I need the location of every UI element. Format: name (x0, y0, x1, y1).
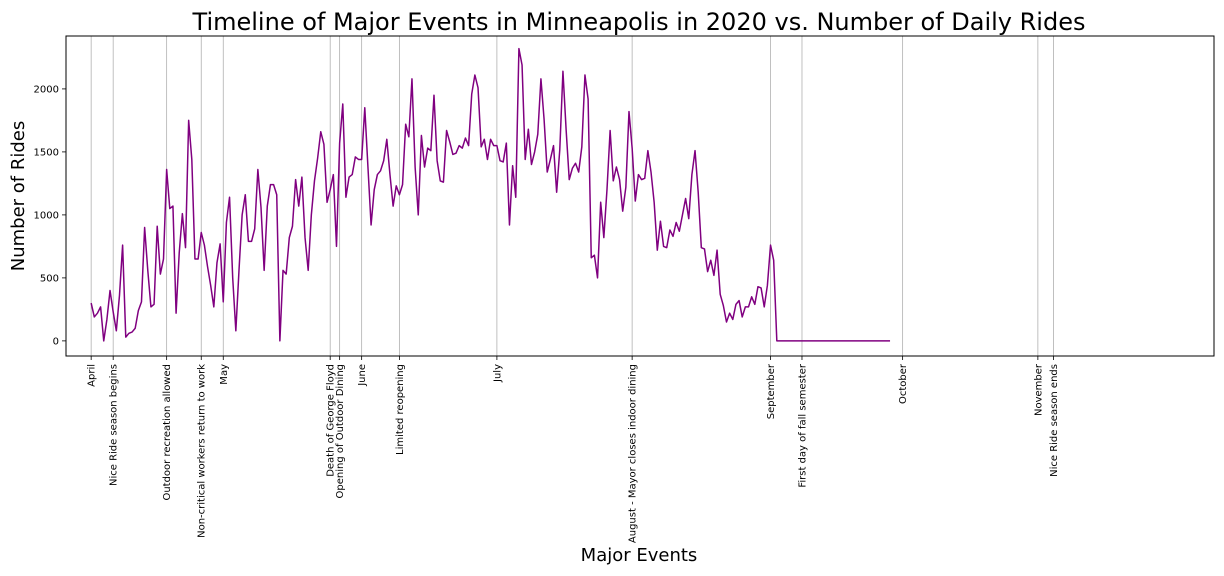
event-gridlines (90, 36, 1054, 356)
event-labels: April Nice Ride season begins Outdoor recr… (87, 356, 1060, 543)
x-axis-label: Major Events (581, 545, 698, 566)
event-label: August - Mayor closes indoor dining (628, 364, 639, 543)
daily-rides-line (90, 47, 891, 342)
event-label: Non-critical workers return to work (197, 364, 208, 538)
y-axis-label: Number of Rides (8, 121, 29, 272)
plot-frame (65, 35, 1215, 357)
event-label: April (87, 364, 98, 387)
event-label: First day of fall semester (797, 363, 808, 488)
y-tick-label: 1500 (34, 147, 59, 158)
event-label: July (492, 364, 503, 383)
y-tick-label: 500 (40, 273, 59, 284)
y-axis: 0 500 1000 1500 2000 (34, 84, 66, 347)
y-tick-label: 1000 (34, 210, 59, 221)
event-label: Outdoor recreation allowed (162, 364, 173, 501)
event-label: Nice Ride season begins (109, 364, 120, 486)
event-label: Death of George Floyd (326, 364, 337, 477)
event-label: Opening of Outdoor Dining (335, 364, 346, 498)
chart-title: Timeline of Major Events in Minneapolis … (192, 8, 1086, 36)
y-tick-label: 0 (53, 336, 59, 347)
plot-area (90, 47, 891, 342)
event-label: Limited reopening (395, 364, 406, 455)
event-label: Nice Ride season ends (1049, 364, 1060, 477)
event-label: June (357, 364, 368, 387)
y-tick-label: 2000 (34, 84, 59, 95)
event-label: October (898, 363, 909, 404)
event-label: September (766, 363, 777, 419)
event-label: November (1033, 363, 1044, 416)
event-label: May (219, 364, 230, 385)
